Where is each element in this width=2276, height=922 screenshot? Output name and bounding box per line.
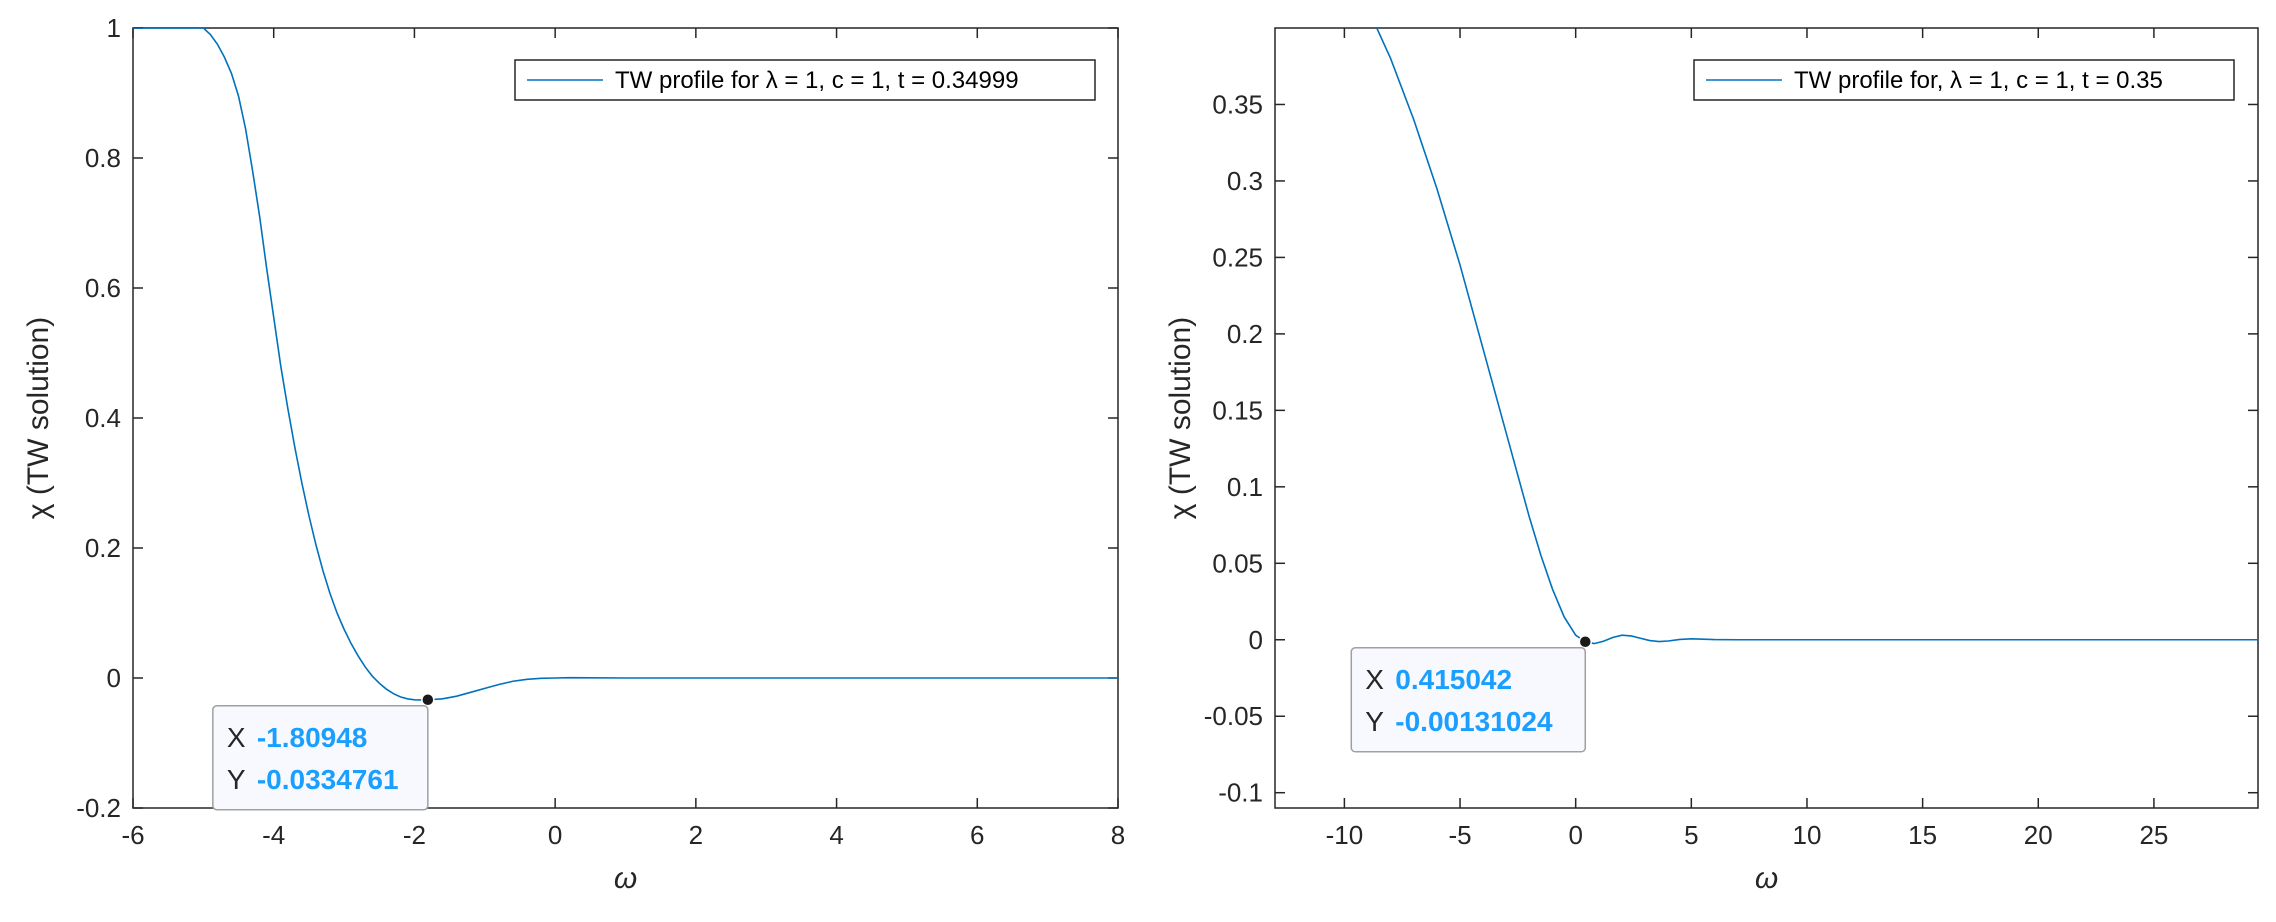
y-tick-label: 0.2 xyxy=(85,533,121,563)
datatip-x-key: X xyxy=(227,722,246,753)
datatip-box xyxy=(212,705,429,811)
datatip-marker[interactable] xyxy=(421,693,435,707)
datatip[interactable]: X -1.80948 Y -0.0334761 xyxy=(212,705,429,811)
x-tick-label: 2 xyxy=(689,820,703,850)
datatip-marker[interactable] xyxy=(1578,635,1593,649)
legend-box xyxy=(1693,59,2235,101)
y-tick-label: 0.4 xyxy=(85,403,121,433)
y-tick-label: 0.15 xyxy=(1212,395,1263,425)
y-tick-label: 0 xyxy=(107,663,121,693)
y-tick-label: -0.1 xyxy=(1218,778,1263,808)
x-tick-label: -5 xyxy=(1448,820,1471,850)
y-tick-label: 0.25 xyxy=(1212,242,1263,272)
x-tick-label: 0 xyxy=(548,820,562,850)
x-tick-label: 5 xyxy=(1684,820,1698,850)
x-tick-label: 8 xyxy=(1111,820,1125,850)
x-axis-label: ω xyxy=(614,862,637,895)
y-tick-label: 0.35 xyxy=(1212,89,1263,119)
y-tick-label: 0.8 xyxy=(85,143,121,173)
x-tick-label: 20 xyxy=(2024,820,2053,850)
datatip-y-key: Y xyxy=(227,764,246,795)
y-axis-label: χ (TW solution) xyxy=(1164,317,1197,519)
x-tick-label: -10 xyxy=(1326,820,1364,850)
x-tick-label: 6 xyxy=(970,820,984,850)
y-tick-label: 0 xyxy=(1249,625,1263,655)
legend-box xyxy=(514,59,1096,101)
legend-label: TW profile for, λ = 1, c = 1, t = 0.35 xyxy=(1794,67,2163,94)
datatip-y-value: -0.0334761 xyxy=(257,764,399,795)
y-tick-label: 0.1 xyxy=(1227,472,1263,502)
datatip-y-value: -0.00131024 xyxy=(1395,706,1553,737)
legend-label: TW profile for λ = 1, c = 1, t = 0.34999 xyxy=(615,67,1019,94)
y-tick-label: -0.05 xyxy=(1204,701,1263,731)
datatip-x-value: -1.80948 xyxy=(257,722,368,753)
series-line xyxy=(1376,28,2258,645)
y-tick-label: -0.2 xyxy=(76,793,121,823)
y-tick-label: 0.3 xyxy=(1227,166,1263,196)
y-axis-label: χ (TW solution) xyxy=(22,317,55,519)
x-tick-label: -4 xyxy=(262,820,285,850)
datatip[interactable]: X 0.415042 Y -0.00131024 xyxy=(1350,647,1587,753)
legend[interactable]: TW profile for λ = 1, c = 1, t = 0.34999 xyxy=(514,59,1096,101)
y-tick-label: 1 xyxy=(107,13,121,43)
series-line xyxy=(133,28,1118,701)
datatip-y-key: Y xyxy=(1365,706,1384,737)
datatip-x-key: X xyxy=(1365,664,1384,695)
datatip-box xyxy=(1350,647,1587,753)
x-tick-label: 25 xyxy=(2139,820,2168,850)
x-tick-label: -6 xyxy=(121,820,144,850)
axes-box xyxy=(132,27,1119,809)
x-tick-label: 10 xyxy=(1793,820,1822,850)
y-tick-label: 0.2 xyxy=(1227,319,1263,349)
x-tick-label: 4 xyxy=(829,820,843,850)
x-tick-label: 15 xyxy=(1908,820,1937,850)
y-tick-label: 0.05 xyxy=(1212,548,1263,578)
datatip-x-value: 0.415042 xyxy=(1395,664,1512,695)
chart-2: -10 -5 0 5 10 15 20 25 -0.1 -0.05 0 0.05 0.1 0.15 0.2 0… xyxy=(1164,27,2259,895)
legend[interactable]: TW profile for, λ = 1, c = 1, t = 0.35 xyxy=(1693,59,2235,101)
x-axis-label: ω xyxy=(1755,862,1778,895)
y-tick-label: 0.6 xyxy=(85,273,121,303)
x-tick-label: -2 xyxy=(403,820,426,850)
x-tick-label: 0 xyxy=(1568,820,1582,850)
chart-1: -6 -4 -2 0 2 4 6 8 -0.2 0 0.2 0.4 0.6 0.8 1 ω χ (TW solu… xyxy=(22,13,1125,895)
